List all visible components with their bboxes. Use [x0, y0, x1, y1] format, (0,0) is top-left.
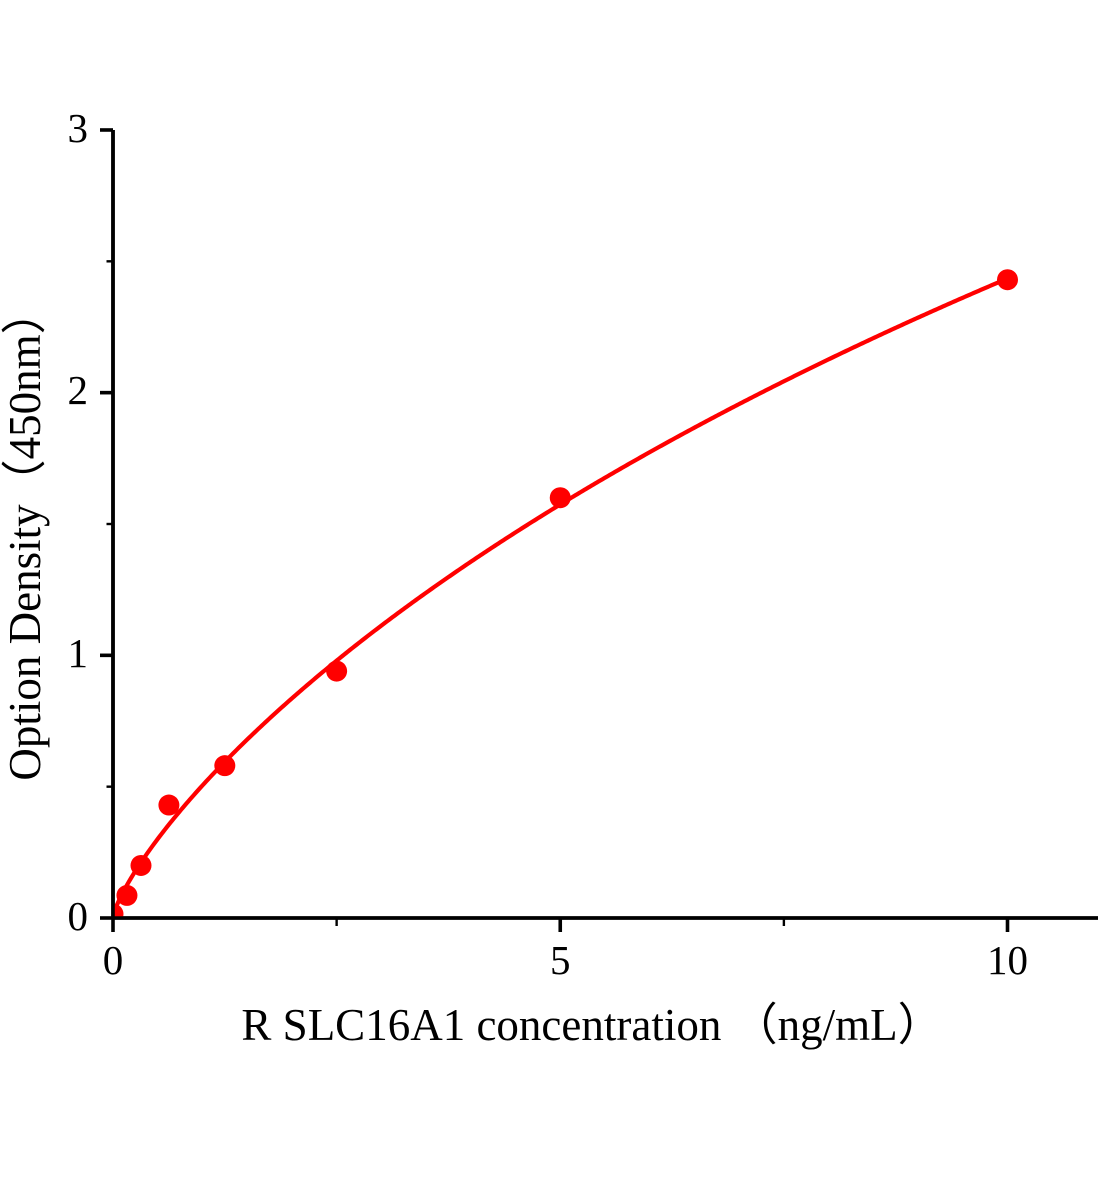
svg-text:3: 3 [68, 105, 89, 151]
svg-text:Option Density（450nm）: Option Density（450nm） [0, 289, 50, 780]
svg-text:2: 2 [68, 367, 89, 413]
svg-text:R SLC16A1 concentration （ng/m: R SLC16A1 concentration （ng/mL） [241, 1000, 942, 1050]
svg-text:1: 1 [68, 630, 89, 676]
svg-text:5: 5 [550, 937, 571, 983]
svg-text:0: 0 [68, 893, 89, 939]
svg-text:0: 0 [103, 937, 124, 983]
svg-text:10: 10 [987, 937, 1028, 983]
